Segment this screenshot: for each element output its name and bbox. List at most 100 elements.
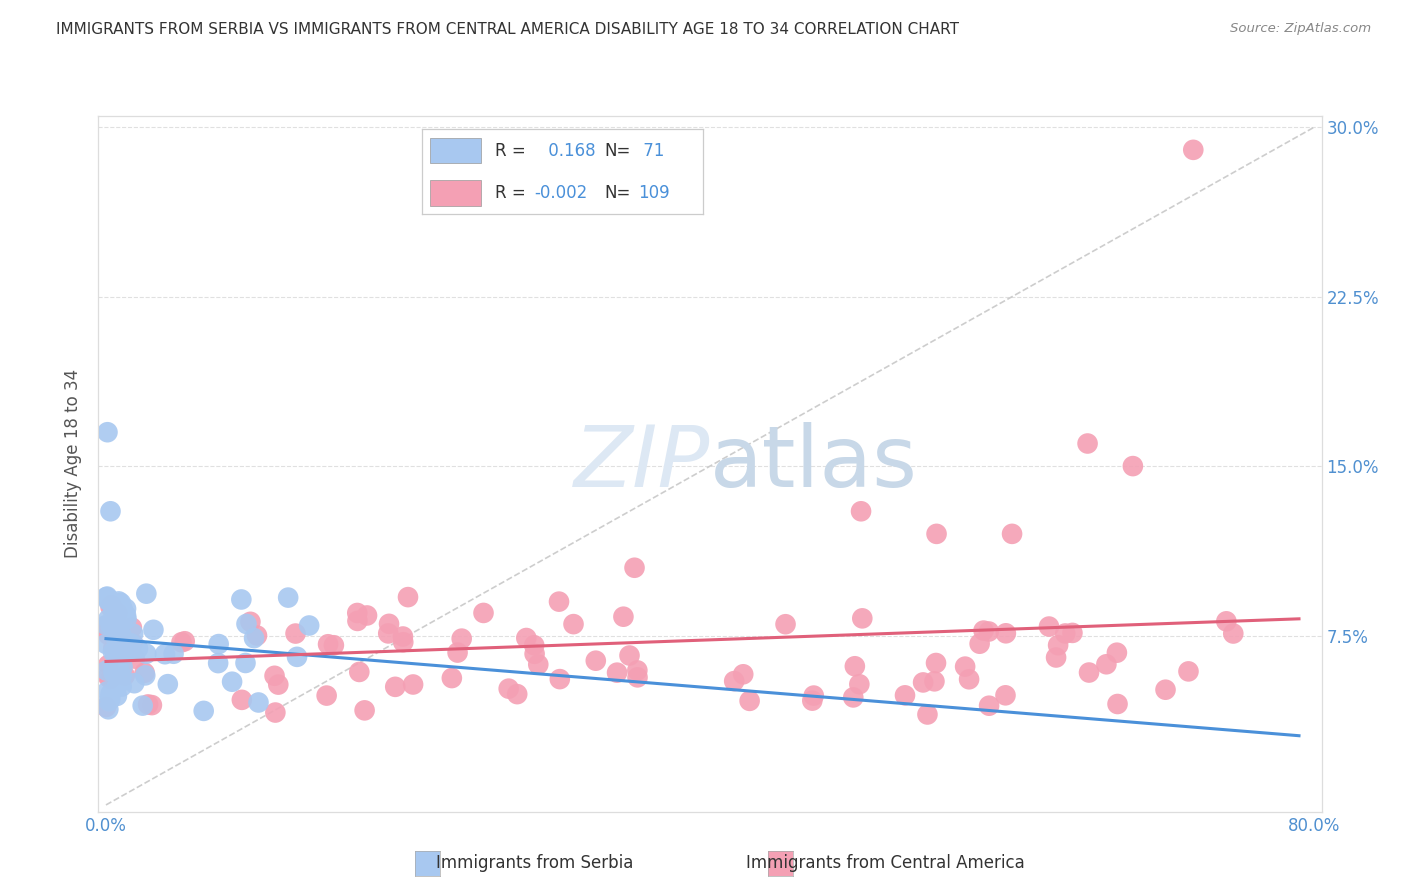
- Point: [94, 700, 117, 714]
- Point: [243, 631, 266, 645]
- Point: [103, 610, 125, 624]
- Point: [101, 626, 124, 640]
- Point: [96, 664, 118, 678]
- Point: [1038, 619, 1060, 633]
- Point: [277, 591, 299, 605]
- Point: [96, 618, 118, 632]
- Point: [120, 636, 142, 650]
- Point: [392, 635, 415, 649]
- Point: [105, 644, 128, 658]
- Point: [977, 698, 1000, 713]
- Point: [803, 689, 825, 703]
- Point: [115, 608, 138, 623]
- Point: [136, 698, 159, 712]
- Point: [969, 637, 991, 651]
- Point: [924, 674, 946, 689]
- Point: [121, 621, 143, 635]
- Point: [231, 693, 253, 707]
- Point: [221, 674, 243, 689]
- Text: N=: N=: [605, 142, 631, 160]
- Point: [142, 623, 165, 637]
- Point: [472, 606, 495, 620]
- Point: [346, 606, 368, 620]
- Point: [912, 675, 935, 690]
- Point: [114, 641, 136, 656]
- Point: [612, 609, 634, 624]
- Point: [141, 698, 163, 712]
- Text: Immigrants from Serbia: Immigrants from Serbia: [436, 855, 633, 872]
- Point: [842, 690, 865, 705]
- Point: [298, 618, 321, 632]
- Point: [626, 664, 648, 678]
- Point: [402, 677, 425, 691]
- Point: [97, 658, 120, 673]
- Text: N=: N=: [605, 184, 631, 202]
- Point: [162, 647, 184, 661]
- Point: [1222, 626, 1244, 640]
- Point: [173, 634, 195, 648]
- Point: [1122, 459, 1144, 474]
- Text: 0.168: 0.168: [543, 142, 595, 160]
- Point: [246, 628, 269, 642]
- Point: [208, 637, 231, 651]
- Point: [953, 659, 976, 673]
- Point: [957, 673, 980, 687]
- Point: [515, 631, 537, 645]
- Text: ZIP: ZIP: [574, 422, 710, 506]
- Point: [1105, 646, 1128, 660]
- Point: [1078, 665, 1101, 680]
- Point: [120, 636, 142, 650]
- Point: [96, 590, 118, 604]
- Point: [606, 665, 628, 680]
- Point: [626, 670, 648, 684]
- Point: [848, 677, 870, 691]
- FancyBboxPatch shape: [430, 138, 481, 163]
- Point: [135, 647, 157, 661]
- Point: [96, 425, 118, 440]
- Point: [723, 674, 745, 689]
- Point: [104, 646, 127, 660]
- Point: [207, 656, 229, 670]
- Point: [377, 626, 399, 640]
- Point: [349, 665, 371, 679]
- Text: 71: 71: [638, 142, 665, 160]
- Point: [917, 707, 939, 722]
- Point: [94, 622, 117, 636]
- Point: [247, 696, 270, 710]
- Point: [1182, 143, 1205, 157]
- Point: [1107, 697, 1129, 711]
- Point: [108, 622, 131, 636]
- Point: [96, 684, 118, 698]
- Point: [562, 617, 585, 632]
- Point: [623, 560, 645, 574]
- Point: [122, 626, 145, 640]
- Point: [105, 680, 128, 694]
- Point: [263, 669, 285, 683]
- Point: [103, 664, 125, 678]
- Point: [121, 636, 143, 650]
- Point: [100, 598, 122, 612]
- Point: [110, 646, 132, 660]
- Point: [111, 680, 134, 694]
- Point: [440, 671, 463, 685]
- Text: -0.002: -0.002: [534, 184, 588, 202]
- Point: [264, 706, 287, 720]
- Text: Immigrants from Central America: Immigrants from Central America: [747, 855, 1025, 872]
- Text: R =: R =: [495, 142, 526, 160]
- Point: [110, 596, 132, 610]
- Point: [994, 689, 1017, 703]
- Point: [114, 668, 136, 682]
- Point: [100, 619, 122, 633]
- Point: [925, 527, 948, 541]
- Point: [100, 504, 122, 518]
- Point: [170, 635, 193, 649]
- Point: [100, 687, 122, 701]
- Point: [111, 669, 134, 683]
- Point: [135, 587, 157, 601]
- Point: [1077, 436, 1099, 450]
- Point: [851, 611, 873, 625]
- Point: [1047, 638, 1070, 652]
- Point: [548, 672, 571, 686]
- Point: [100, 600, 122, 615]
- Point: [1001, 527, 1024, 541]
